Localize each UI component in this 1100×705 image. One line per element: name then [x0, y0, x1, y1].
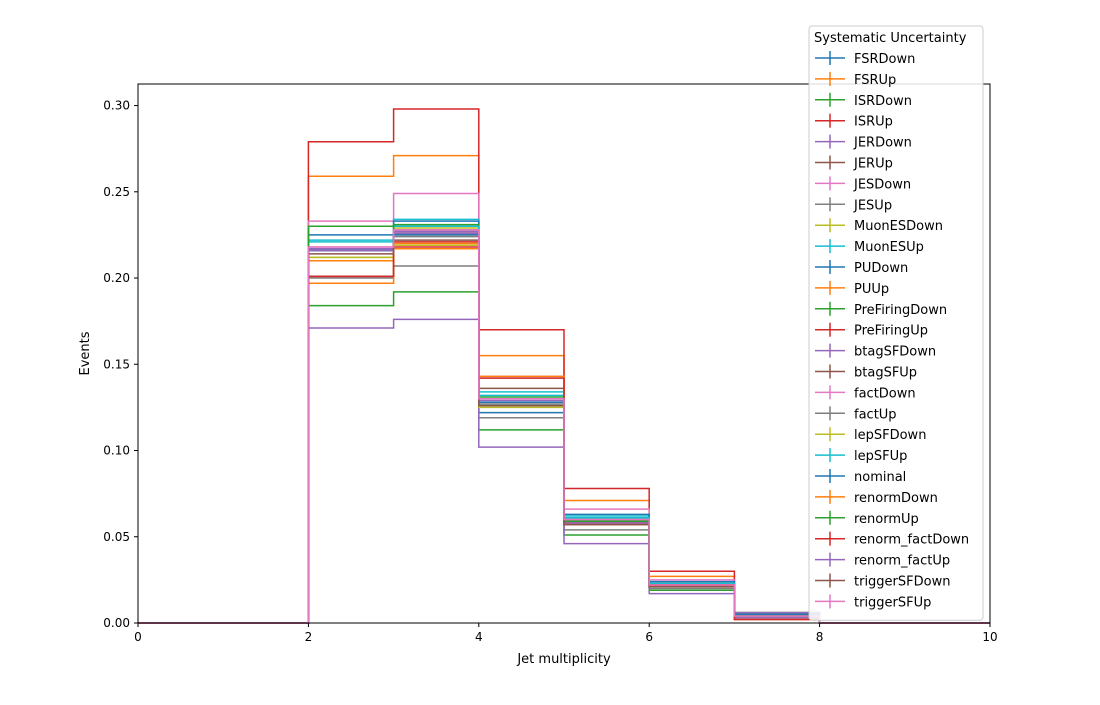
- legend-label: FSRUp: [854, 73, 896, 88]
- legend-label: MuonESUp: [854, 240, 924, 255]
- legend-label: JESDown: [853, 177, 911, 192]
- y-tick-label: 0.20: [103, 271, 130, 285]
- legend-label: renorm_factDown: [854, 533, 969, 548]
- legend-item: renormUp: [815, 510, 919, 527]
- legend-label: JERUp: [853, 157, 893, 172]
- axes-frame: [137, 83, 991, 624]
- x-tick-label: 8: [816, 630, 824, 644]
- x-tick-label: 0: [134, 630, 142, 644]
- legend-label: factUp: [854, 407, 897, 422]
- y-tick-label: 0.30: [103, 99, 130, 113]
- legend-item: btagSFUp: [815, 364, 917, 381]
- x-tick-label: 6: [645, 630, 653, 644]
- legend-label: ISRUp: [854, 115, 893, 130]
- legend-label: renormDown: [854, 491, 938, 506]
- legend-label: PUDown: [854, 261, 908, 276]
- legend-item: PUUp: [815, 280, 889, 297]
- legend-item: MuonESUp: [815, 239, 924, 255]
- legend-item: JESDown: [815, 176, 911, 192]
- legend-label: lepSFDown: [854, 428, 926, 443]
- legend-item: lepSFUp: [815, 448, 907, 464]
- legend-label: renorm_factUp: [854, 554, 950, 569]
- legend-item: FSRUp: [815, 71, 896, 88]
- legend-item: ISRUp: [815, 113, 893, 130]
- legend-label: factDown: [854, 386, 916, 401]
- legend-item: FSRDown: [815, 51, 915, 67]
- legend-item: triggerSFDown: [815, 573, 950, 590]
- legend-item: PreFiringDown: [815, 301, 947, 318]
- legend-item: btagSFDown: [815, 343, 936, 360]
- legend-label: nominal: [854, 470, 906, 485]
- legend-item: ISRDown: [815, 92, 912, 109]
- legend-item: PreFiringUp: [815, 322, 928, 339]
- legend-label: PreFiringDown: [854, 303, 947, 318]
- legend-label: triggerSFDown: [854, 575, 950, 590]
- y-tick-label: 0.10: [103, 444, 130, 458]
- y-tick-label: 0.00: [103, 616, 130, 630]
- y-tick-label: 0.15: [103, 357, 130, 371]
- x-tick-label: 2: [305, 630, 313, 644]
- x-axis-label: Jet multiplicity: [516, 652, 611, 667]
- legend-label: btagSFDown: [854, 345, 936, 360]
- y-axis-ticks: 0.00 0.05 0.10 0.15 0.20 0.25 0.30: [103, 99, 138, 630]
- legend-label: triggerSFUp: [854, 595, 931, 610]
- x-axis-ticks: 0 2 4 6 8 10: [134, 623, 998, 644]
- legend-item: PUDown: [815, 260, 908, 276]
- legend-label: ISRDown: [854, 94, 912, 109]
- legend-item: JERUp: [815, 155, 893, 172]
- legend-item: JESUp: [815, 197, 892, 213]
- legend-items: FSRDown FSRUp ISRDown ISRUp JERDown JERUp JESD…: [815, 51, 969, 610]
- legend-label: MuonESDown: [854, 219, 943, 234]
- legend-label: FSRDown: [854, 52, 915, 67]
- legend-item: JERDown: [815, 134, 912, 151]
- legend-item: lepSFDown: [815, 427, 926, 443]
- legend-label: JESUp: [853, 198, 892, 213]
- legend-label: renormUp: [854, 512, 919, 527]
- legend-label: PreFiringUp: [854, 324, 928, 339]
- legend-item: factDown: [815, 385, 916, 401]
- legend-box: [808, 25, 984, 621]
- legend-item: factUp: [815, 406, 897, 422]
- x-tick-label: 4: [475, 630, 483, 644]
- legend-title: Systematic Uncertainty: [814, 31, 967, 46]
- legend-item: renorm_factUp: [815, 552, 950, 569]
- legend-label: JERDown: [853, 136, 912, 151]
- legend-item: renormDown: [815, 489, 938, 506]
- y-tick-label: 0.25: [103, 185, 130, 199]
- legend: Systematic Uncertainty FSRDown FSRUp ISRDo…: [808, 25, 984, 621]
- legend-item: triggerSFUp: [815, 594, 931, 610]
- y-axis-label: Events: [78, 331, 93, 375]
- x-tick-label: 10: [982, 630, 997, 644]
- y-tick-label: 0.05: [103, 530, 130, 544]
- legend-label: btagSFUp: [854, 366, 917, 381]
- legend-label: PUUp: [854, 282, 889, 297]
- legend-item: nominal: [815, 469, 906, 485]
- legend-item: MuonESDown: [815, 218, 943, 234]
- legend-label: lepSFUp: [854, 449, 907, 464]
- legend-item: renorm_factDown: [815, 531, 969, 548]
